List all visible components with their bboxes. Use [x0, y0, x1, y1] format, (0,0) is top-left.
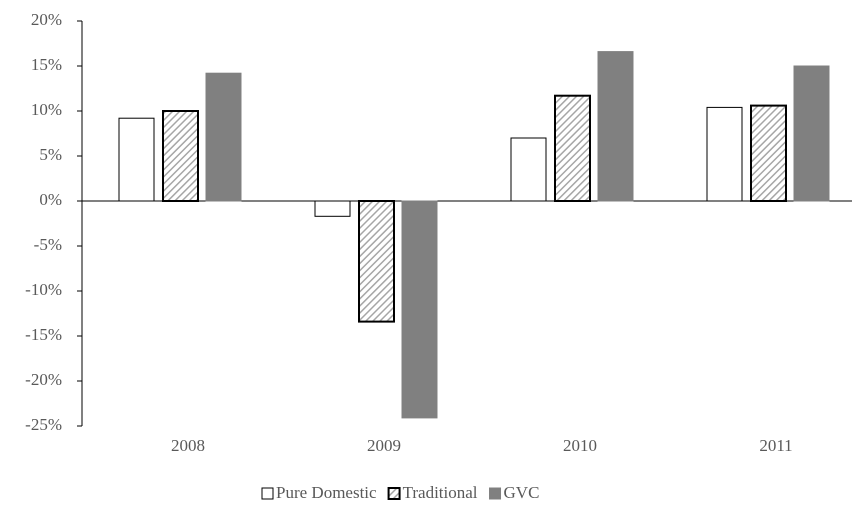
y-tick-label: -25%	[25, 415, 62, 434]
bar	[205, 72, 242, 202]
bar	[554, 94, 591, 202]
y-tick-label: 10%	[31, 100, 62, 119]
legend-label: Pure Domestic	[276, 483, 377, 502]
bar	[118, 117, 155, 202]
y-tick-label: -10%	[25, 280, 62, 299]
y-tick-label: 20%	[31, 10, 62, 29]
legend-label: Traditional	[403, 483, 478, 502]
y-tick-label: -5%	[34, 235, 62, 254]
bar	[162, 110, 199, 202]
y-tick-label: 0%	[39, 190, 62, 209]
bar	[358, 200, 395, 323]
y-tick-label: 15%	[31, 55, 62, 74]
bar	[706, 106, 743, 202]
x-tick-label: 2008	[171, 436, 205, 455]
legend-swatch	[261, 487, 274, 500]
y-tick-label: -15%	[25, 325, 62, 344]
legend-swatch	[489, 487, 502, 500]
bar	[793, 65, 830, 202]
x-tick-label: 2009	[367, 436, 401, 455]
y-tick-label: 5%	[39, 145, 62, 164]
bar	[750, 104, 787, 202]
y-tick-label: -20%	[25, 370, 62, 389]
legend-label: GVC	[504, 483, 540, 502]
x-tick-label: 2010	[563, 436, 597, 455]
bar	[401, 200, 438, 419]
bar	[314, 200, 351, 217]
bar	[597, 51, 634, 202]
bar	[510, 137, 547, 202]
legend-swatch	[387, 487, 401, 500]
x-tick-label: 2011	[759, 436, 792, 455]
